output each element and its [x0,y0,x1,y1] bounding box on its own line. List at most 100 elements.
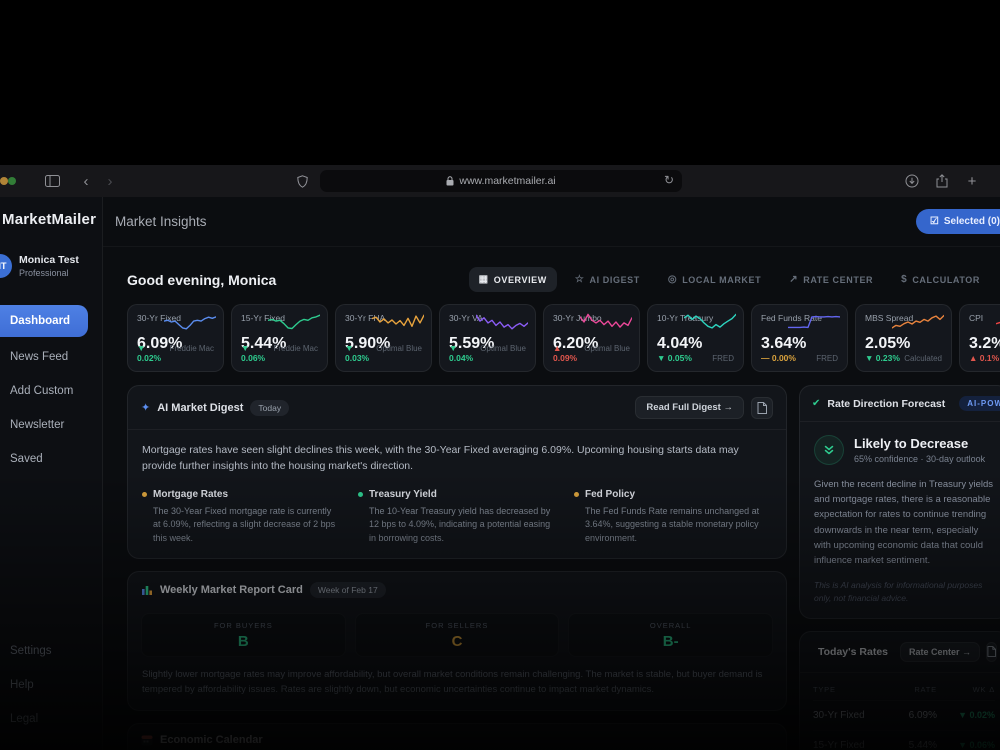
sidebar-item-dashboard[interactable]: Dashboard [0,305,88,337]
zoom-button[interactable] [8,177,16,185]
traffic-lights [0,165,22,197]
bar-chart-icon [142,586,152,596]
todays-rates-title: Today's Rates [818,645,888,658]
downloads-icon[interactable] [900,169,924,193]
trend-icon: ↗ [789,274,799,285]
rate-center-button[interactable]: Rate Center → [900,641,981,662]
rates-table: TYPE RATE WK Δ 30-Yr Fixed 6.09% ▼ 0.02%… [800,673,1000,750]
source-label: Freddie Mac [169,344,214,353]
check-icon: ✔ [812,398,821,409]
sparkline-chart [891,312,945,332]
avatar: MT [0,254,12,278]
calendar-title: Economic Calendar [160,734,263,747]
read-full-digest-button[interactable]: Read Full Digest → [635,396,744,419]
sidebar-item-add-custom[interactable]: Add Custom [10,385,74,397]
change-badge: ▼ 0.06% [241,343,266,363]
user-plan: Professional [19,268,69,278]
forecast-card: ✔ Rate Direction Forecast AI-POWERED [799,385,1000,619]
user-name: Monica Test [19,254,79,266]
tab-overview[interactable]: ▦ OVERVIEW [468,267,557,292]
sidebar-item-help[interactable]: Help [10,679,34,691]
report-summary: Slightly lower mortgage rates may improv… [142,669,763,695]
tab-rate-center[interactable]: ↗ RATE CENTER [789,274,874,285]
bullet-dot [358,491,363,497]
greeting: Good evening, Monica [127,271,277,288]
rate-card-mbs-spread[interactable]: MBS Spread 2.05% ▼ 0.23% Calculated [855,304,952,372]
chevrons-down-icon [814,435,844,465]
sparkline-chart [995,312,1000,332]
grade-for-sellers: FOR SELLERS C [354,613,560,658]
calendar-icon [141,735,153,746]
tab-local-market[interactable]: ◎ LOCAL MARKET [667,274,762,285]
todays-rates-card: Today's Rates Rate Center → TYPE RATE [799,630,1000,750]
browser-chrome: ‹ › www.marketmailer.ai ↻ + [0,165,1000,197]
ai-powered-badge: AI-POWERED [959,396,1000,411]
source-label: FRED [816,354,838,363]
digest-title: AI Market Digest [157,401,244,414]
sparkle-icon: ✦ [141,402,151,414]
reload-icon[interactable]: ↻ [663,173,674,187]
lock-icon [446,176,454,186]
sidebar-toggle-icon[interactable] [40,169,64,193]
sidebar-item-saved[interactable]: Saved [10,453,43,465]
main-area: Market Insights ☑ Selected (0) Good even… [103,197,1000,750]
page-header: Market Insights ☑ Selected (0) [103,197,1000,247]
sparkline-chart [267,312,321,332]
sidebar-item-legal[interactable]: Legal [10,713,39,725]
address-bar[interactable]: www.marketmailer.ai ↻ [320,170,682,192]
checkbox-icon: ☑ [929,216,939,227]
rate-card-fed-funds[interactable]: Fed Funds Rate 3.64% — 0.00% FRED [751,304,848,372]
change-badge: ▼ 0.05% [657,353,692,363]
document-icon-button[interactable] [751,396,773,419]
new-tab-icon[interactable]: + [967,172,977,190]
forecast-confidence: 65% confidence · 30-day outlook [854,454,986,464]
rate-card-30yr-va[interactable]: 30-Yr VA 5.59% ▼ 0.04% Optimal Blue [439,304,536,372]
sidebar-item-settings[interactable]: Settings [10,645,52,657]
sparkline-chart [371,312,425,332]
change-badge: ▲ 0.1% [969,353,1000,363]
tab-calculator[interactable]: $ CALCULATOR [901,274,980,285]
forward-button[interactable]: › [107,172,113,190]
source-label: Optimal Blue [376,344,422,353]
app-logo: MarketMailer [2,211,97,228]
sidebar-item-newsletter[interactable]: Newsletter [10,419,65,431]
bullet-dot [142,491,147,497]
rate-card-30yr-fha[interactable]: 30-Yr FHA 5.90% ▼ 0.03% Optimal Blue [335,304,432,372]
rate-cards-row: 30-Yr Fixed 6.09% ▼ 0.02% Freddie Mac 15-… [127,304,1000,372]
sparkline-chart [787,312,841,332]
table-row: 30-Yr Fixed 6.09% ▼ 0.02% [813,699,995,730]
share-icon[interactable] [930,169,954,193]
rate-card-10yr-treasury[interactable]: 10-Yr Treasury 4.04% ▼ 0.05% FRED [647,304,744,372]
sparkline-chart [683,312,737,332]
ai-digest-card: ✦ AI Market Digest Today Read Full Diges… [127,385,787,560]
rate-card-cpi[interactable]: CPI 3.2% ▲ 0.1% [959,304,1000,372]
star-icon: ☆ [574,274,585,285]
rate-card-30yr-fixed[interactable]: 30-Yr Fixed 6.09% ▼ 0.02% Freddie Mac [127,304,224,372]
forecast-title: Rate Direction Forecast [827,397,946,410]
forecast-body-text: Given the recent decline in Treasury yie… [814,479,994,566]
bullet-dot [574,491,579,497]
table-header: TYPE RATE WK Δ [813,684,995,694]
selected-button[interactable]: ☑ Selected (0) [915,209,1000,234]
minimize-button[interactable] [0,177,8,185]
url-text: www.marketmailer.ai [459,175,556,187]
today-badge: Today [250,399,290,416]
rate-card-15yr-fixed[interactable]: 15-Yr Fixed 5.44% ▼ 0.06% Freddie Mac [231,304,328,372]
dashboard-content: Good evening, Monica ▦ OVERVIEW ☆ AI DIG… [103,247,1000,750]
tab-ai-digest[interactable]: ☆ AI DIGEST [574,274,640,285]
source-label: Calculated [904,354,942,363]
forecast-direction: Likely to Decrease [854,436,969,451]
topic-mortgage-rates: Mortgage Rates The 30-Year Fixed mortgag… [142,489,340,546]
grade-overall: OVERALL B- [568,613,774,658]
grade-for-buyers: FOR BUYERS B [141,613,346,658]
weekly-report-card: Weekly Market Report Card Week of Feb 17… [127,571,787,712]
sidebar-item-news-feed[interactable]: News Feed [10,351,69,363]
source-label: Freddie Mac [273,344,318,353]
change-badge: ▲ 0.09% [553,343,578,363]
topic-treasury-yield: Treasury Yield The 10-Year Treasury yiel… [358,489,556,546]
back-button[interactable]: ‹ [83,172,89,190]
rate-card-30yr-jumbo[interactable]: 30-Yr Jumbo 6.20% ▲ 0.09% Optimal Blue [543,304,640,372]
document-icon-button[interactable] [986,641,998,662]
user-profile[interactable]: MT Monica Test Professional [0,254,102,278]
shield-icon[interactable] [290,169,314,193]
